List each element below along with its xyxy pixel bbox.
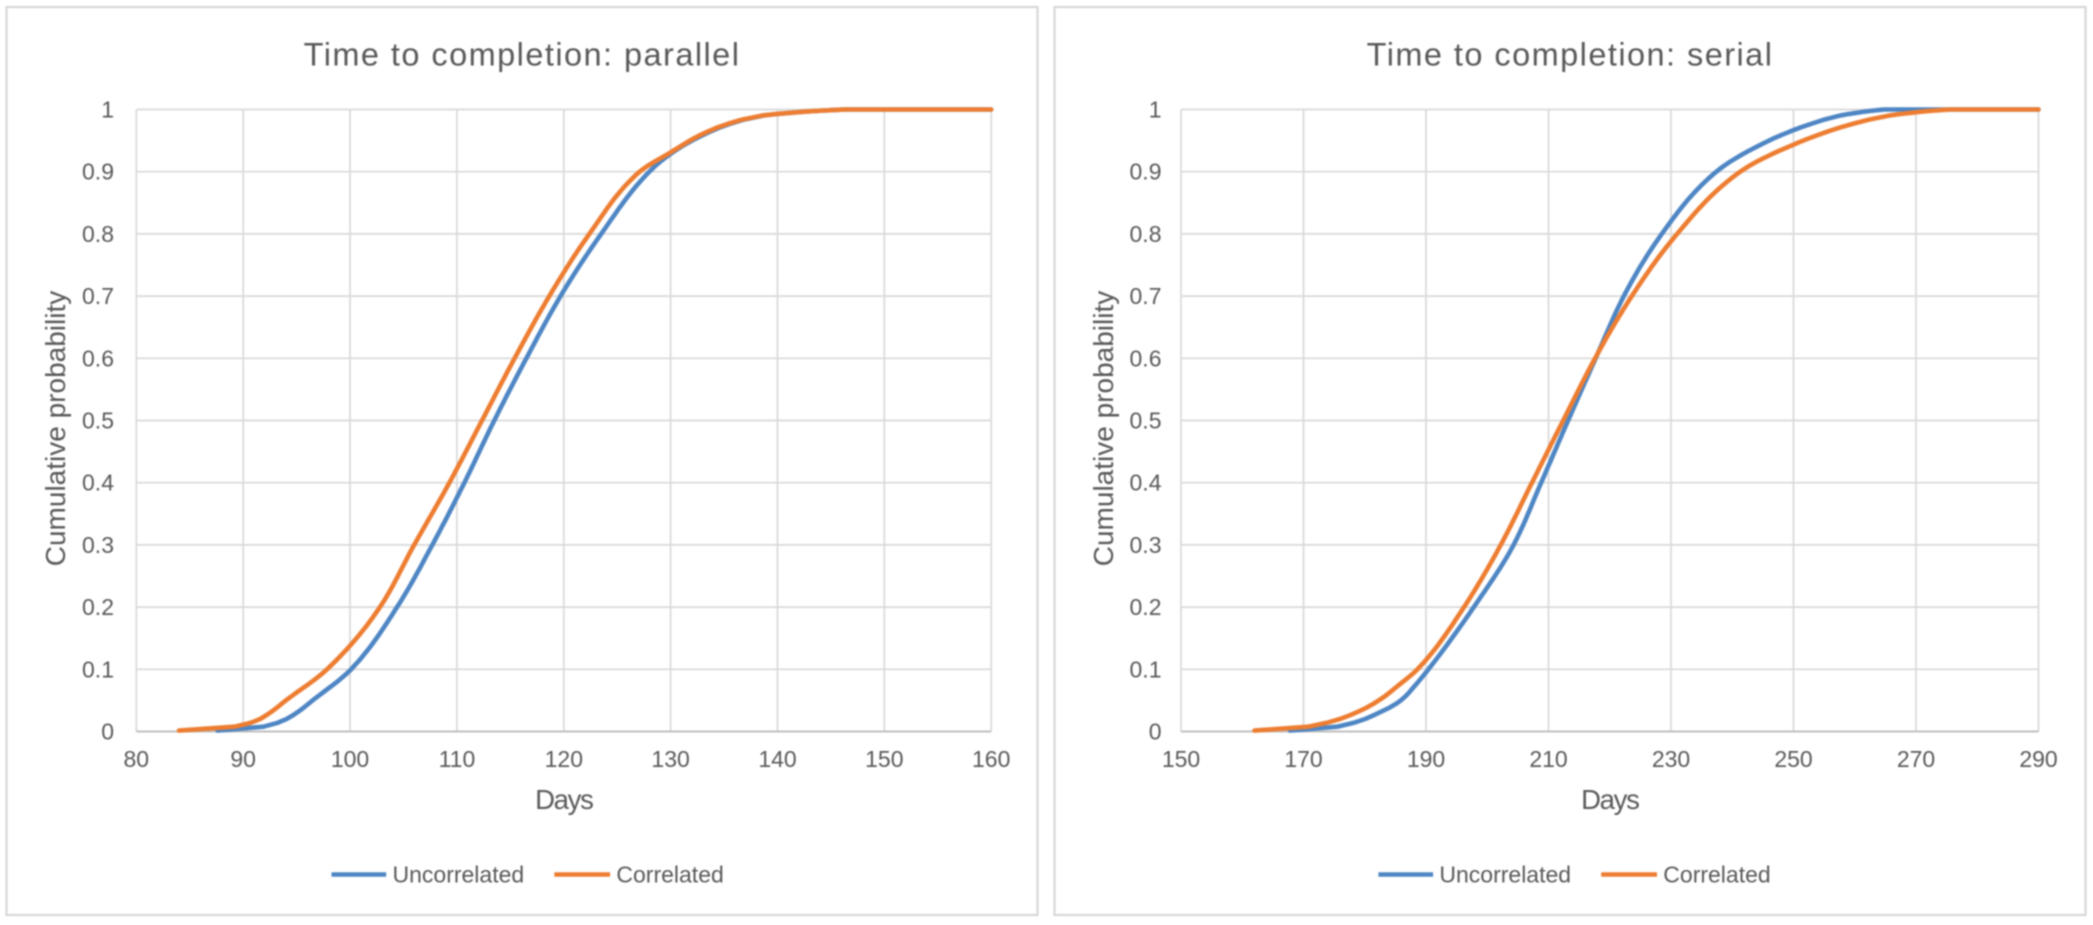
svg-text:100: 100 bbox=[331, 746, 369, 772]
svg-text:0.7: 0.7 bbox=[1130, 283, 1162, 309]
svg-text:120: 120 bbox=[545, 746, 583, 772]
svg-text:Time to completion: parallel: Time to completion: parallel bbox=[304, 37, 741, 73]
svg-text:0.2: 0.2 bbox=[1130, 594, 1162, 620]
svg-text:Cumulative probability: Cumulative probability bbox=[1088, 291, 1119, 566]
svg-text:190: 190 bbox=[1407, 746, 1445, 772]
svg-text:1: 1 bbox=[1149, 97, 1162, 123]
svg-text:0.4: 0.4 bbox=[82, 470, 114, 496]
svg-text:290: 290 bbox=[2019, 746, 2057, 772]
svg-text:160: 160 bbox=[972, 746, 1010, 772]
svg-text:0.8: 0.8 bbox=[82, 221, 114, 247]
svg-text:250: 250 bbox=[1774, 746, 1812, 772]
svg-text:Uncorrelated: Uncorrelated bbox=[393, 862, 525, 888]
svg-text:140: 140 bbox=[758, 746, 796, 772]
svg-text:170: 170 bbox=[1284, 746, 1322, 772]
svg-text:0.5: 0.5 bbox=[1130, 408, 1162, 434]
svg-text:0.1: 0.1 bbox=[1130, 656, 1162, 682]
svg-text:150: 150 bbox=[1162, 746, 1200, 772]
svg-text:90: 90 bbox=[230, 746, 256, 772]
svg-text:230: 230 bbox=[1652, 746, 1690, 772]
svg-text:80: 80 bbox=[124, 746, 150, 772]
svg-text:0.2: 0.2 bbox=[82, 594, 114, 620]
svg-text:0.9: 0.9 bbox=[1130, 159, 1162, 185]
svg-text:130: 130 bbox=[651, 746, 689, 772]
svg-text:210: 210 bbox=[1529, 746, 1567, 772]
svg-text:0.1: 0.1 bbox=[82, 656, 114, 682]
svg-text:0.4: 0.4 bbox=[1130, 470, 1162, 496]
svg-text:Days: Days bbox=[535, 784, 593, 815]
svg-text:0: 0 bbox=[1149, 719, 1162, 745]
svg-text:110: 110 bbox=[439, 746, 476, 772]
svg-text:0.7: 0.7 bbox=[82, 283, 114, 309]
svg-text:Correlated: Correlated bbox=[1663, 862, 1770, 888]
svg-text:0: 0 bbox=[101, 719, 114, 745]
svg-text:0.5: 0.5 bbox=[82, 408, 114, 434]
svg-text:0.6: 0.6 bbox=[1130, 345, 1162, 371]
svg-text:0.9: 0.9 bbox=[82, 159, 114, 185]
svg-text:0.3: 0.3 bbox=[82, 532, 114, 558]
svg-text:Time to completion: serial: Time to completion: serial bbox=[1367, 37, 1774, 73]
svg-text:Correlated: Correlated bbox=[616, 862, 723, 888]
svg-text:Uncorrelated: Uncorrelated bbox=[1439, 862, 1571, 888]
svg-text:270: 270 bbox=[1897, 746, 1935, 772]
svg-text:0.3: 0.3 bbox=[1130, 532, 1162, 558]
svg-text:1: 1 bbox=[101, 97, 114, 123]
svg-text:150: 150 bbox=[865, 746, 903, 772]
svg-text:Days: Days bbox=[1581, 784, 1639, 815]
svg-text:0.6: 0.6 bbox=[82, 345, 114, 371]
svg-text:0.8: 0.8 bbox=[1130, 221, 1162, 247]
svg-text:Cumulative probability: Cumulative probability bbox=[40, 291, 71, 566]
